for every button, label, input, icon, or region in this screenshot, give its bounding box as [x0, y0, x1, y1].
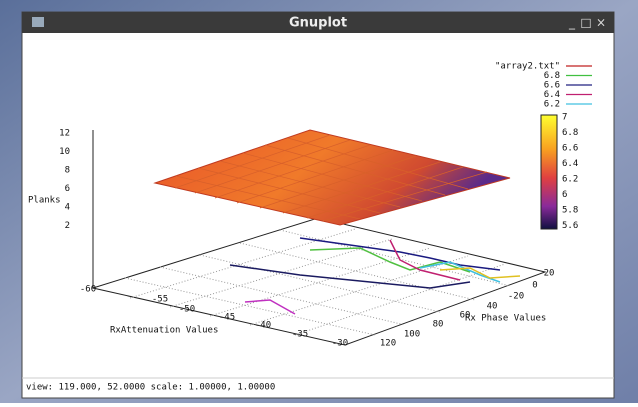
colorbar-tick-label: 5.8	[562, 206, 578, 216]
x-axis-label: RxAttenuation Values	[110, 326, 218, 336]
z-tick-label: 4	[65, 203, 70, 213]
y-tick-label: 120	[380, 339, 396, 349]
colorbar-tick-label: 6.6	[562, 144, 578, 154]
legend-label: 6.8	[544, 71, 560, 81]
z-tick-label: 6	[65, 184, 70, 194]
y-tick-label: 20	[544, 269, 555, 279]
colorbar-tick-label: 5.6	[562, 221, 578, 231]
legend-label: 6.2	[544, 100, 560, 110]
y-tick-label: 80	[433, 320, 444, 330]
x-tick-label: -40	[255, 321, 271, 331]
x-tick-label: -50	[179, 305, 195, 315]
z-tick-label: 12	[59, 129, 70, 139]
screen: Gnuplot _ □ × Planks 12 10 8 6 4 2 RxAttenuatio…	[0, 0, 638, 403]
y-axis-label: Rx Phase Values	[465, 314, 546, 324]
colorbar-tick-label: 6.2	[562, 175, 578, 185]
z-tick-label: 2	[65, 221, 70, 231]
legend-label: 6.4	[544, 90, 560, 100]
x-tick-label: -55	[152, 295, 168, 305]
colorbar-tick-label: 6.4	[562, 159, 578, 169]
z-tick-label: 8	[65, 166, 70, 176]
x-tick-label: -30	[332, 339, 348, 349]
y-tick-label: 40	[487, 302, 498, 312]
x-tick-label: -60	[80, 285, 96, 295]
window-title: Gnuplot	[289, 16, 347, 31]
y-tick-label: -20	[508, 292, 524, 302]
maximize-button[interactable]: □	[580, 16, 591, 30]
page: Gnuplot _ □ × Planks 12 10 8 6 4 2 RxAttenuatio…	[0, 0, 638, 403]
minimize-button[interactable]: _	[568, 16, 576, 30]
status-bar: view: 119.000, 52.0000 scale: 1.00000, 1…	[26, 383, 275, 393]
app-icon	[32, 17, 44, 27]
legend-label: 6.6	[544, 81, 560, 91]
z-tick-label: 10	[59, 147, 70, 157]
y-tick-label: 100	[404, 330, 420, 340]
x-tick-label: -35	[292, 330, 308, 340]
y-tick-label: 0	[532, 281, 537, 291]
close-button[interactable]: ×	[596, 16, 606, 30]
x-tick-label: -45	[219, 313, 235, 323]
colorbar-tick-label: 7	[562, 113, 567, 123]
colorbar-tick-label: 6	[562, 190, 567, 200]
y-tick-label: 60	[460, 311, 471, 321]
z-axis-label: Planks	[28, 196, 61, 206]
legend-label: "array2.txt"	[495, 62, 560, 72]
colorbar	[541, 115, 557, 229]
colorbar-tick-label: 6.8	[562, 128, 578, 138]
